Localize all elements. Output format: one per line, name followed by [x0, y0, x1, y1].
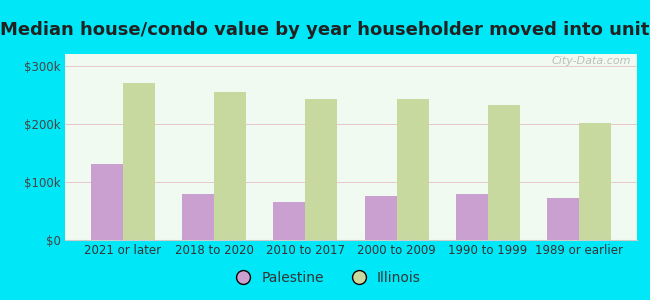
Bar: [488, 105, 520, 240]
Bar: [396, 99, 428, 240]
Bar: [214, 92, 246, 240]
Bar: [123, 83, 155, 240]
Bar: [579, 123, 611, 240]
Text: City-Data.com: City-Data.com: [552, 56, 631, 66]
Bar: [547, 198, 579, 240]
Bar: [274, 202, 305, 240]
Legend: Palestine, Illinois: Palestine, Illinois: [224, 265, 426, 290]
Bar: [365, 196, 396, 240]
Bar: [456, 194, 488, 240]
Bar: [91, 164, 123, 240]
Bar: [182, 194, 214, 240]
Text: Median house/condo value by year householder moved into unit: Median house/condo value by year househo…: [0, 21, 650, 39]
Bar: [306, 99, 337, 240]
